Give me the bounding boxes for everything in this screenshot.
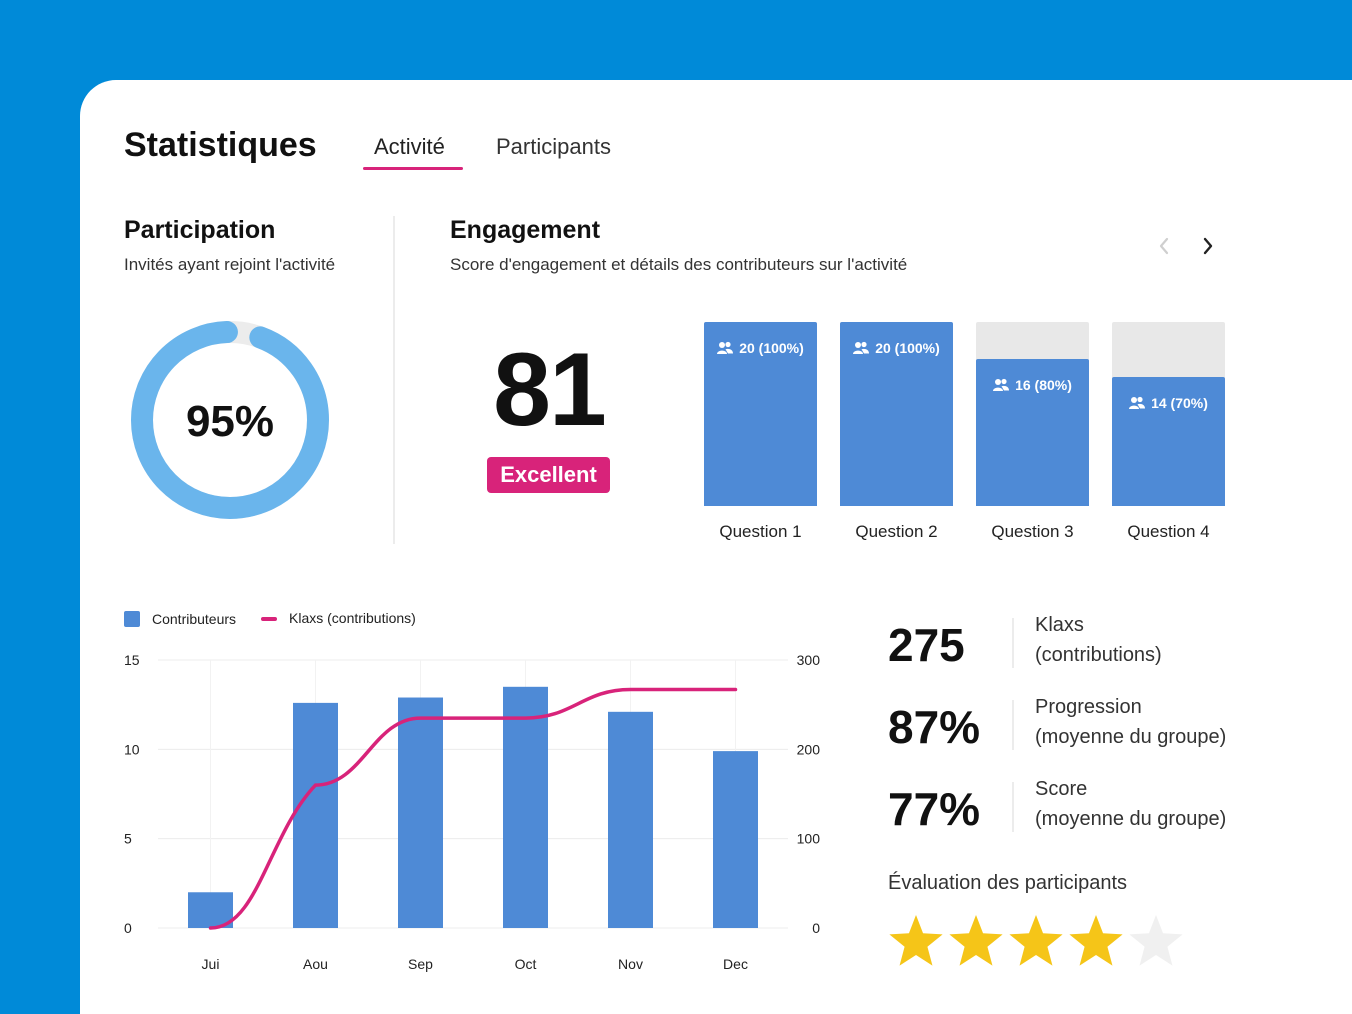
engagement-title: Engagement — [450, 216, 601, 244]
users-icon — [1129, 396, 1146, 410]
x-tick-label: Oct — [515, 956, 537, 972]
participation-donut — [131, 321, 329, 519]
question-bar-value: 20 (100%) — [840, 338, 953, 358]
stat-value: 77% — [888, 783, 981, 835]
legend-swatch-contributeurs — [124, 611, 140, 627]
stat-separator — [1012, 700, 1014, 750]
chart-bar[interactable] — [293, 702, 338, 928]
y-left-tick-label: 15 — [124, 652, 140, 668]
question-bar[interactable] — [1112, 377, 1225, 506]
participation-title: Participation — [124, 216, 276, 244]
question-bar-value-text: 14 (70%) — [1151, 395, 1208, 412]
rating-stars — [889, 915, 1183, 966]
rating-title: Évaluation des participants — [888, 872, 1128, 894]
x-tick-label: Dec — [723, 956, 748, 972]
users-icon — [993, 378, 1010, 392]
tab-participants[interactable]: Participants — [496, 134, 611, 159]
legend-label-klaxs: Klaxs (contributions) — [289, 610, 416, 626]
y-right-tick-label: 100 — [797, 831, 821, 847]
question-label: Question 4 — [1127, 522, 1210, 541]
y-left-tick-label: 0 — [124, 920, 132, 936]
stat-sublabel: (moyenne du groupe) — [1035, 808, 1227, 830]
contributions-chart: 0 5 10 15 0 100 200 300 Jui Aou Sep Oct Nov Dec — [124, 652, 821, 972]
star-icon — [1069, 915, 1123, 966]
engagement-rating-badge: Excellent — [487, 457, 610, 493]
question-bar-value: 16 (80%) — [976, 375, 1089, 395]
question-bar[interactable] — [976, 358, 1089, 506]
question-bar-value-text: 16 (80%) — [1015, 376, 1072, 393]
star-icon — [1009, 915, 1063, 966]
chevron-left-icon[interactable] — [1150, 232, 1178, 260]
stat-separator — [1012, 618, 1014, 668]
participation-percent: 95% — [185, 397, 275, 446]
question-bar-value: 14 (70%) — [1112, 393, 1225, 413]
stat-value: 87% — [888, 701, 981, 753]
chart-line-klaxs[interactable] — [208, 687, 738, 930]
y-left-tick-label: 5 — [124, 831, 132, 847]
x-tick-label: Aou — [303, 956, 328, 972]
star-icon — [889, 915, 943, 966]
chart-bar[interactable] — [188, 892, 233, 928]
stats-card: Statistiques Activité Participants Parti… — [80, 80, 1352, 1014]
users-icon — [853, 341, 870, 355]
stat-sublabel: (contributions) — [1035, 644, 1162, 666]
question-bar-value: 20 (100%) — [704, 338, 817, 358]
x-tick-label: Nov — [618, 956, 643, 972]
question-label: Question 2 — [855, 522, 938, 541]
y-right-tick-label: 300 — [797, 652, 821, 668]
stat-label: Score — [1035, 778, 1088, 800]
x-tick-label: Jui — [202, 956, 220, 972]
stat-label: Progression — [1035, 696, 1142, 718]
y-right-tick-label: 0 — [812, 920, 820, 936]
stat-separator — [1012, 782, 1014, 832]
chart-bar[interactable] — [608, 711, 653, 928]
question-bar-value-text: 20 (100%) — [875, 340, 940, 356]
question-label: Question 3 — [991, 522, 1074, 541]
question-bar-value-text: 20 (100%) — [739, 340, 804, 356]
chevron-right-icon[interactable] — [1194, 232, 1222, 260]
y-right-tick-label: 200 — [797, 741, 821, 757]
stat-sublabel: (moyenne du groupe) — [1035, 726, 1227, 748]
participation-subtitle: Invités ayant rejoint l'activité — [124, 255, 336, 274]
stat-label: Klaxs — [1035, 614, 1084, 636]
chart-bar[interactable] — [713, 751, 758, 928]
tab-activite[interactable]: Activité — [374, 134, 445, 159]
legend-swatch-klaxs — [261, 617, 277, 621]
star-icon — [1129, 915, 1183, 966]
engagement-score: 81 — [493, 332, 607, 448]
page-title: Statistiques — [124, 126, 317, 164]
users-icon — [717, 341, 734, 355]
x-tick-label: Sep — [408, 956, 433, 972]
participation-arc — [131, 321, 329, 519]
stat-value: 275 — [888, 619, 965, 671]
chart-bar[interactable] — [398, 697, 443, 928]
chart-bar[interactable] — [503, 686, 548, 928]
section-divider — [393, 216, 395, 544]
active-tab-indicator — [363, 167, 463, 170]
y-left-tick-label: 10 — [124, 741, 140, 757]
legend-label-contributeurs: Contributeurs — [152, 611, 237, 627]
engagement-subtitle: Score d'engagement et détails des contri… — [450, 255, 908, 274]
question-label: Question 1 — [719, 522, 802, 541]
star-icon — [949, 915, 1003, 966]
